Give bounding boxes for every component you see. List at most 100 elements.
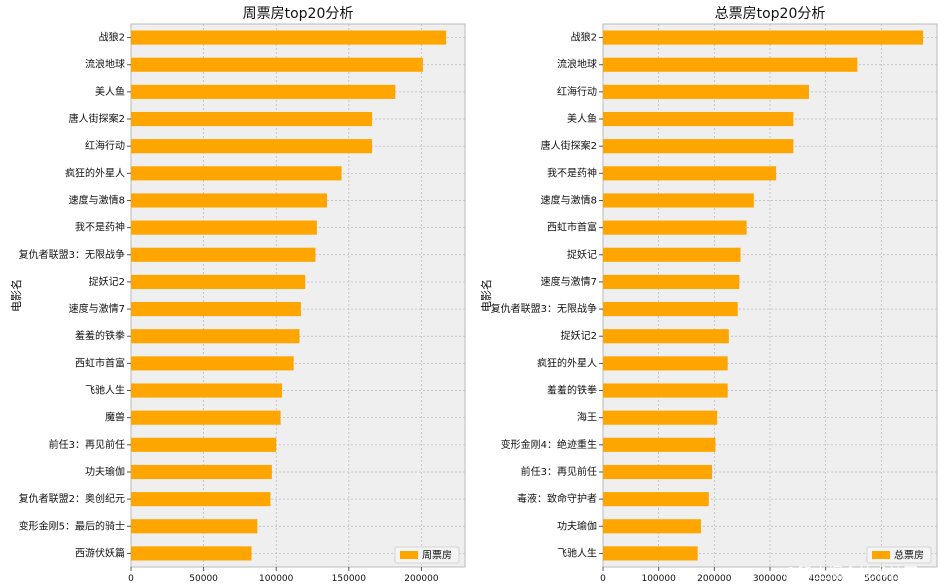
y-tick-label: 西游伏妖篇 — [75, 546, 125, 559]
y-tick-label: 羞羞的铁拳 — [547, 384, 597, 397]
legend-label: 周票房 — [422, 549, 452, 562]
y-tick-label: 捉妖记 — [567, 248, 597, 261]
x-tick-label: 400000 — [808, 574, 843, 584]
total-box-office-chart: 0 100000 200000 300000 400000 500000 战狼2 流浪地球红海… — [479, 6, 938, 584]
bar — [603, 30, 924, 45]
y-tick-label: 流浪地球 — [557, 58, 597, 71]
y-tick-label: 速度与激情8 — [69, 193, 125, 206]
bar — [603, 57, 858, 72]
y-tick-label: 唐人街探案2 — [541, 139, 597, 152]
bar — [131, 220, 317, 235]
bar — [603, 247, 741, 262]
y-tick-label: 魔兽 — [105, 411, 125, 424]
y-tick-label: 变形金刚5：最后的骑士 — [19, 519, 125, 532]
y-tick-label: 西虹市首富 — [547, 221, 597, 234]
y-tick-label: 羞羞的铁拳 — [75, 329, 125, 342]
y-tick-label: 我不是药神 — [547, 166, 597, 179]
bar — [603, 274, 740, 289]
bar — [603, 410, 718, 425]
bar — [131, 193, 328, 208]
bar — [131, 464, 272, 480]
bar — [603, 437, 716, 452]
x-tick-label: 0 — [600, 574, 606, 584]
bar — [131, 302, 301, 317]
watermark-text: @稀土掘金技术社区 — [783, 564, 918, 582]
chart-title: 周票房top20分析 — [243, 6, 354, 22]
bar — [131, 437, 277, 452]
y-tick-label: 功夫瑜伽 — [557, 519, 597, 532]
bar — [603, 220, 747, 235]
y-tick-label: 捉妖记2 — [89, 275, 125, 288]
x-tick-label: 200000 — [697, 574, 732, 584]
bar — [131, 546, 252, 561]
bar — [603, 193, 754, 208]
x-tick-label: 500000 — [864, 574, 899, 584]
bar — [131, 111, 373, 127]
weekly-box-office-chart: 0 50000 100000 150000 200000 战狼2 流浪地球美人鱼唐人街探案2… — [9, 6, 466, 584]
bar — [603, 464, 713, 480]
y-tick-label: 复仇者联盟3：无限战争 — [19, 248, 125, 261]
y-tick-label: 海王 — [577, 411, 597, 424]
x-tick-label: 300000 — [753, 574, 788, 584]
bar — [131, 84, 396, 99]
legend-swatch — [872, 551, 890, 559]
y-tick-label: 速度与激情8 — [541, 193, 597, 206]
bar — [603, 356, 728, 371]
bar — [603, 329, 729, 344]
y-tick-label: 美人鱼 — [567, 112, 597, 125]
bar — [603, 166, 777, 181]
y-tick-label: 复仇者联盟3：无限战争 — [491, 302, 597, 315]
y-tick-label: 我不是药神 — [75, 221, 125, 234]
bar — [603, 302, 738, 317]
x-tick-label: 200000 — [404, 574, 439, 584]
y-tick-label: 前任3：再见前任 — [521, 465, 597, 478]
bar — [131, 492, 271, 507]
y-tick-label: 前任3：再见前任 — [49, 438, 125, 451]
y-axis-label: 电影名 — [479, 279, 493, 312]
bar — [603, 519, 701, 534]
bar — [603, 111, 794, 127]
bar — [131, 356, 294, 371]
y-tick-label: 复仇者联盟2：奥创纪元 — [19, 492, 125, 505]
y-tick-label: 功夫瑜伽 — [85, 465, 125, 478]
y-tick-label: 战狼2 — [571, 31, 597, 44]
bar — [603, 139, 794, 154]
y-tick-label: 唐人街探案2 — [69, 112, 125, 125]
bar — [131, 519, 258, 534]
bar — [603, 492, 709, 507]
bar — [131, 274, 306, 289]
y-tick-label: 美人鱼 — [95, 85, 125, 98]
y-tick-label: 变形金刚4：绝迹重生 — [501, 438, 597, 451]
x-tick-label: 50000 — [189, 574, 218, 584]
y-tick-label: 飞驰人生 — [85, 384, 125, 397]
x-tick-label: 0 — [128, 574, 134, 584]
bar — [131, 166, 342, 181]
legend-label: 总票房 — [894, 549, 924, 562]
bar — [131, 57, 423, 72]
y-tick-label: 毒液：致命守护者 — [517, 492, 597, 505]
bar — [603, 383, 728, 398]
bar — [131, 30, 447, 45]
bar — [603, 546, 698, 561]
y-axis-label: 电影名 — [9, 279, 23, 312]
x-tick-label: 100000 — [259, 574, 294, 584]
legend-swatch — [400, 551, 418, 559]
bar — [131, 383, 283, 398]
bar — [131, 139, 373, 154]
bar — [603, 84, 809, 99]
y-tick-label: 疯狂的外星人 — [537, 356, 597, 369]
y-tick-label: 战狼2 — [99, 31, 125, 44]
y-tick-label: 西虹市首富 — [75, 356, 125, 369]
x-tick-label: 100000 — [641, 574, 676, 584]
y-tick-label: 红海行动 — [85, 139, 125, 152]
y-tick-label: 飞驰人生 — [557, 546, 597, 559]
bar — [131, 410, 281, 425]
y-tick-label: 疯狂的外星人 — [65, 166, 125, 179]
y-tick-label: 速度与激情7 — [541, 275, 597, 288]
bar — [131, 329, 300, 344]
bar — [131, 247, 316, 262]
plot-background — [130, 23, 466, 568]
y-tick-label: 红海行动 — [557, 85, 597, 98]
y-tick-label: 流浪地球 — [85, 58, 125, 71]
